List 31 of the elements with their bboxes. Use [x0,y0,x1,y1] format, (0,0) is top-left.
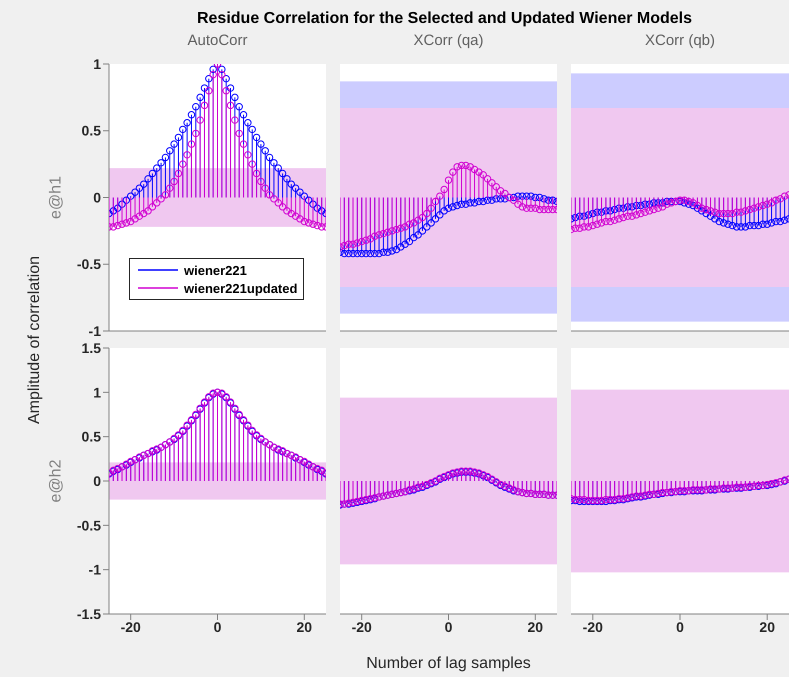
x-tick-label: 20 [759,618,776,635]
legend-label: wiener221updated [184,280,298,296]
x-tick-label: 0 [444,618,453,635]
x-tick-label: -20 [352,618,372,635]
y-tick-label: 1 [93,384,102,400]
y-axis-title: e@h2 [48,459,65,502]
chart-title: XCorr (qa) [412,32,484,49]
x-tick-label: -20 [582,618,604,635]
y-tick-label: -1.5 [76,606,102,622]
y-axis-title: e@h1 [48,176,65,219]
x-tick-label: 0 [214,618,222,635]
y-tick-label: 0 [93,189,102,206]
y-tick-label: 1.5 [82,340,102,356]
x-tick-label: 20 [296,618,312,635]
y-tick-label: -1 [88,322,102,339]
y-tick-label: 1 [93,56,102,72]
y-tick-label: -0.5 [76,517,102,534]
y-tick-label: -0.5 [76,256,102,272]
y-tick-label: -1 [88,562,102,578]
y-tick-label: 0.5 [82,122,102,139]
text: Amplitude of correlation [26,254,44,426]
legend-label: wiener221 [184,262,247,278]
chart-title: XCorr (qb) [644,32,716,49]
x-tick-label: -20 [120,618,142,635]
x-axis-title: Number of lag samples [366,655,531,672]
x-tick-label: 20 [528,618,544,635]
chart-title: AutoCorr [186,32,249,49]
y-tick-label: 0.5 [82,428,102,445]
y-tick-label: 0 [93,472,102,489]
x-tick-label: 0 [676,618,684,635]
text: Residue Correlation for the Selected and Updated Wiener Models [196,10,694,28]
